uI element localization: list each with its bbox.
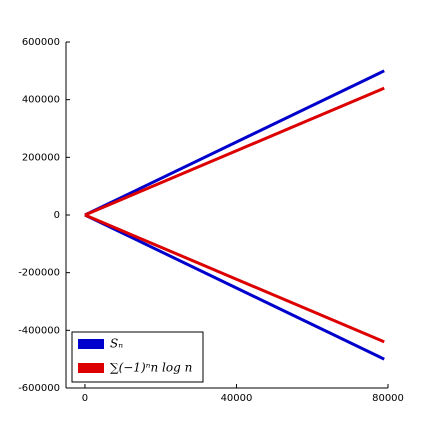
series-line (84, 69, 385, 217)
y-tick-label: -600000 (18, 383, 60, 394)
y-tick-label: 0 (54, 210, 60, 221)
y-tick-label: -400000 (18, 325, 60, 336)
series-line (84, 86, 385, 217)
legend-swatch (78, 339, 104, 349)
x-tick-label: 40000 (221, 393, 253, 404)
legend: Sₙ ∑(−1)ⁿn log n (71, 331, 204, 383)
legend-label: ∑(−1)ⁿn log n (110, 361, 192, 375)
y-tick-label: 600000 (22, 37, 60, 48)
series-line (84, 213, 385, 344)
legend-swatch (78, 363, 104, 373)
x-tick-label: 80000 (372, 393, 404, 404)
y-tick-label: 400000 (22, 95, 60, 106)
y-tick-label: -200000 (18, 268, 60, 279)
series-line (84, 213, 385, 361)
x-tick-label: 0 (82, 393, 88, 404)
y-tick-label: 200000 (22, 152, 60, 163)
legend-label: Sₙ (110, 337, 123, 351)
